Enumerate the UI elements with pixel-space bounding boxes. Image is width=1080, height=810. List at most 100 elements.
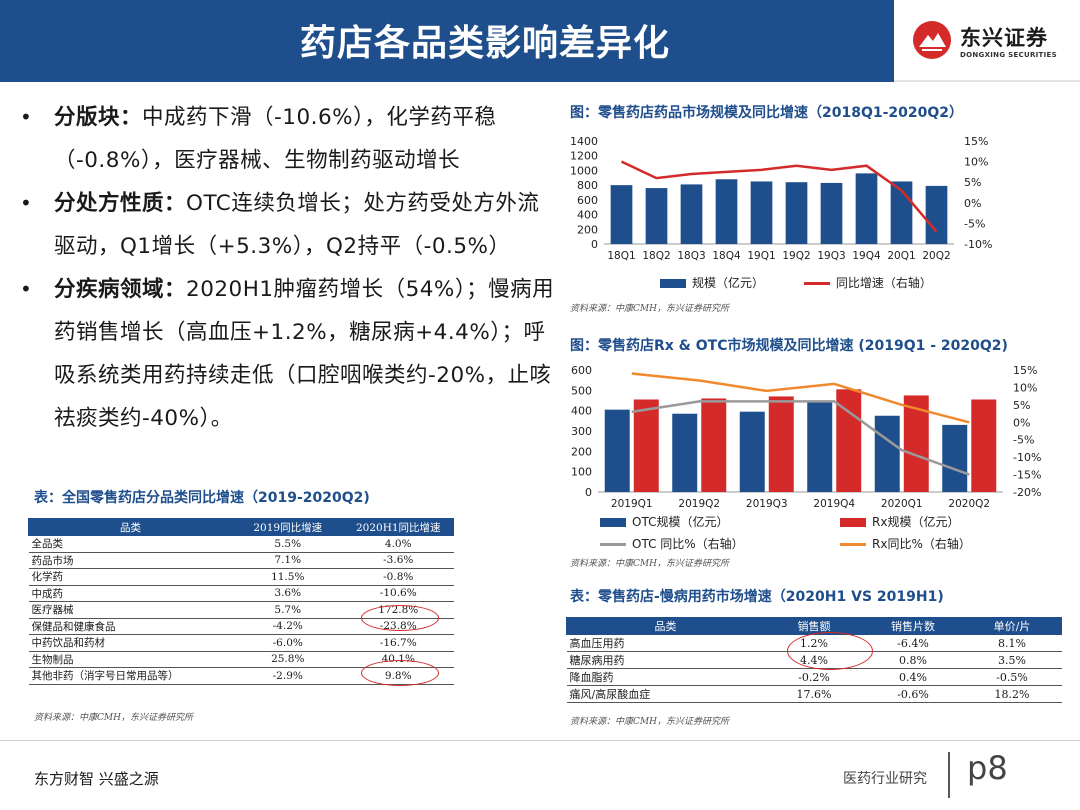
x-tick-label: 2019Q4 bbox=[813, 498, 855, 510]
chart2-source: 资料来源：中康CMH，东兴证券研究所 bbox=[570, 559, 729, 569]
y-tick-label: 1400 bbox=[570, 135, 598, 148]
table-cell: 11.5% bbox=[232, 568, 343, 586]
x-tick-label: 2019Q3 bbox=[746, 498, 788, 510]
table-header-cell: 单价/片 bbox=[962, 617, 1062, 635]
x-tick-label: 2019Q2 bbox=[678, 498, 720, 510]
bullet-label: 分处方性质： bbox=[54, 191, 187, 216]
bullet-list: 分版块：中成药下滑（-10.6%），化学药平稳（-0.8%），医疗器械、生物制药… bbox=[18, 96, 558, 440]
rx-otc-chart: 0 100 200 300 400 500 600 15% 10% 5% 0% -5% -10% -15%… bbox=[571, 364, 1041, 510]
legend-label: OTC 同比%（右轴） bbox=[632, 537, 744, 551]
y-tick-label: 0 bbox=[591, 238, 598, 251]
x-tick-label: 20Q1 bbox=[887, 250, 915, 262]
table-cell: 化学药 bbox=[28, 568, 233, 586]
legend-item: OTC 同比%（右轴） bbox=[600, 533, 840, 555]
table-cell: 18.2% bbox=[962, 685, 1062, 703]
table-cell: -0.6% bbox=[863, 685, 963, 703]
table-cell: 5.7% bbox=[232, 601, 343, 619]
legend-item: Rx同比%（右轴） bbox=[840, 537, 971, 551]
chronic-disease-table: 品类 销售额 销售片数 单价/片 高血压用药 1.2% -6.4% 8.1% 糖尿病用药… bbox=[566, 617, 1062, 703]
series-line bbox=[620, 160, 938, 233]
legend-item: Rx规模（亿元） bbox=[840, 515, 959, 529]
bar bbox=[715, 179, 738, 244]
x-tick-label: 20Q2 bbox=[922, 250, 950, 262]
table-row: 中成药 3.6% -10.6% bbox=[28, 585, 454, 602]
bar bbox=[680, 184, 703, 244]
legend-item: 规模（亿元） bbox=[660, 276, 764, 290]
table-cell: -0.5% bbox=[962, 668, 1062, 686]
table-cell: 8.1% bbox=[962, 634, 1062, 652]
bullet-item: 分疾病领域：2020H1肿瘤药增长（54%）；慢病用药销售增长（高血压+1.2%… bbox=[18, 268, 558, 440]
legend-label: Rx规模（亿元） bbox=[872, 515, 960, 529]
bar bbox=[855, 173, 878, 244]
x-tick-label: 2020Q2 bbox=[948, 498, 990, 510]
table-cell: -0.2% bbox=[764, 668, 864, 686]
table-cell: 药品市场 bbox=[28, 552, 233, 569]
company-logo: 东兴证券 DONGXING SECURITIES bbox=[894, 0, 1080, 82]
y-tick-label: 200 bbox=[571, 445, 592, 458]
bar bbox=[942, 424, 968, 492]
table-cell: 全品类 bbox=[28, 535, 233, 553]
table2-source: 资料来源：中康CMH，东兴证券研究所 bbox=[570, 717, 729, 727]
x-tick-label: 2020Q1 bbox=[881, 498, 923, 510]
x-tick-label: 19Q3 bbox=[817, 250, 845, 262]
y2-tick-label: 15% bbox=[1013, 364, 1037, 377]
bar bbox=[633, 399, 659, 492]
legend-label: OTC规模（亿元） bbox=[632, 515, 729, 529]
x-tick-label: 18Q2 bbox=[642, 250, 670, 262]
table-header-row: 品类 销售额 销售片数 单价/片 bbox=[566, 617, 1062, 635]
table-cell: 痛风/高尿酸血症 bbox=[566, 685, 765, 703]
table-cell: -6.0% bbox=[232, 634, 343, 652]
bar bbox=[739, 411, 765, 492]
bar bbox=[807, 401, 833, 492]
bar bbox=[971, 399, 997, 492]
table2-caption: 表：零售药店-慢病用药市场增速（2020H1 VS 2019H1) bbox=[570, 589, 944, 605]
table-cell: 中药饮品和药材 bbox=[28, 634, 233, 652]
highlight-ellipse bbox=[361, 660, 439, 686]
y-tick-label: 200 bbox=[577, 223, 598, 236]
legend-row: OTC 同比%（右轴） Rx同比%（右轴） bbox=[600, 533, 1040, 555]
table-cell: 17.6% bbox=[764, 685, 864, 703]
y2-tick-label: 15% bbox=[964, 135, 988, 148]
chart1-source: 资料来源：中康CMH，东兴证券研究所 bbox=[570, 304, 729, 314]
footer-vertical-divider bbox=[948, 752, 950, 798]
table-cell: 0.4% bbox=[863, 668, 963, 686]
legend-label: Rx同比%（右轴） bbox=[872, 537, 971, 551]
bar bbox=[768, 396, 794, 492]
bar bbox=[604, 409, 630, 492]
y2-tick-label: 5% bbox=[964, 176, 981, 189]
legend-label: 规模（亿元） bbox=[692, 276, 765, 290]
legend-swatch bbox=[840, 518, 866, 527]
table-cell: 25.8% bbox=[232, 651, 343, 668]
table-header-cell: 2019同比增速 bbox=[232, 518, 344, 536]
highlight-ellipse bbox=[787, 632, 873, 670]
legend-swatch bbox=[803, 282, 830, 285]
bar bbox=[750, 181, 773, 244]
table-cell: -4.2% bbox=[232, 618, 343, 635]
bar bbox=[874, 415, 900, 492]
legend-item: 同比增速（右轴） bbox=[803, 276, 932, 290]
y2-tick-label: -15% bbox=[1013, 469, 1041, 482]
bullet-label: 分版块： bbox=[54, 105, 143, 130]
table-cell: 降血脂药 bbox=[566, 668, 765, 686]
table-cell: -10.6% bbox=[343, 585, 454, 602]
table-cell: 4.0% bbox=[343, 535, 454, 553]
y-tick-label: 1000 bbox=[570, 164, 598, 177]
bar bbox=[925, 185, 948, 244]
logo-chinese-name: 东兴证券 bbox=[960, 26, 1048, 50]
y2-tick-label: -10% bbox=[1013, 451, 1041, 464]
legend-swatch bbox=[660, 279, 686, 288]
table1-source: 资料来源：中康CMH，东兴证券研究所 bbox=[34, 713, 193, 723]
table-row: 降血脂药 -0.2% 0.4% -0.5% bbox=[566, 668, 1062, 686]
y-tick-label: 0 bbox=[585, 486, 592, 499]
y2-tick-label: 0% bbox=[964, 197, 981, 210]
y-tick-label: 600 bbox=[577, 194, 598, 207]
y2-tick-label: -10% bbox=[964, 238, 992, 251]
table-header-cell: 品类 bbox=[566, 617, 765, 635]
chart1-legend: 规模（亿元） 同比增速（右轴） bbox=[660, 274, 932, 291]
header-bar: 药店各品类影响差异化 bbox=[0, 0, 894, 82]
table-cell: -0.8% bbox=[343, 568, 454, 586]
table-cell: 3.6% bbox=[232, 585, 343, 602]
bullet-text: 2020H1肿瘤药增长（54%）；慢病用药销售增长（高血压+1.2%，糖尿病+4… bbox=[54, 277, 555, 431]
table-cell: 7.1% bbox=[232, 552, 343, 569]
table-row: 中药饮品和药材 -6.0% -16.7% bbox=[28, 634, 454, 652]
